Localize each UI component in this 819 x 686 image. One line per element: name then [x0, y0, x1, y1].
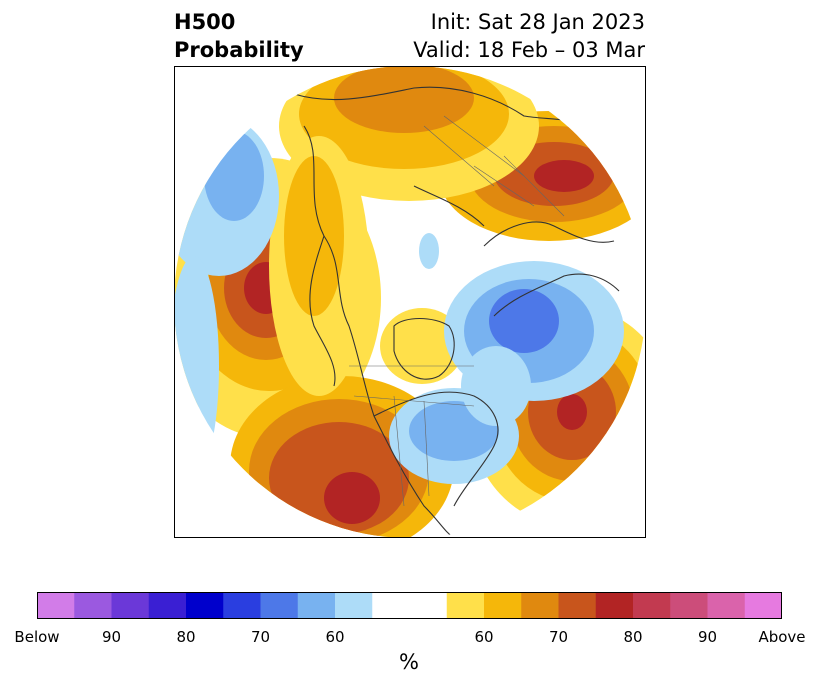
colorbar-tick-label: 80: [176, 628, 196, 646]
colorbar-tick-label: 60: [325, 628, 345, 646]
colorbar-cell: [335, 592, 373, 619]
colorbar-cell: [260, 592, 299, 619]
title-right: Init: Sat 28 Jan 2023 Valid: 18 Feb – 03…: [413, 8, 645, 64]
colorbar-cell: [148, 592, 187, 619]
colorbar-tick-label: 90: [101, 628, 122, 646]
colorbar-cell: [186, 592, 224, 619]
colorbar-tick-label: Below: [14, 628, 60, 646]
map-outlines: [293, 86, 635, 538]
colorbar-cell: [521, 592, 559, 619]
init-date: Init: Sat 28 Jan 2023: [430, 10, 645, 34]
colorbar-cell: [558, 592, 597, 619]
valid-range: Valid: 18 Feb – 03 Mar: [413, 38, 645, 62]
colorbar-cell: [633, 592, 671, 619]
title-left: H500 Probability: [174, 8, 304, 64]
colorbar-cell: [744, 592, 782, 619]
colorbar-cell: [111, 592, 150, 619]
title-product: Probability: [174, 38, 304, 62]
colorbar-tick-label: 70: [548, 628, 569, 646]
colorbar-cell: [409, 592, 448, 619]
colorbar-cell: [74, 592, 112, 619]
colorbar-cell: [446, 592, 485, 619]
colorbar-tick-label: 80: [623, 628, 643, 646]
anomaly-greenland: [380, 308, 464, 384]
colorbar-tick-label: 90: [697, 628, 718, 646]
probability-map: [174, 66, 646, 538]
colorbar-cell: [707, 592, 746, 619]
colorbar-cell: [372, 592, 410, 619]
colorbar-cell: [297, 592, 336, 619]
colorbar-tick-label: 70: [250, 628, 271, 646]
colorbar-cell: [37, 592, 75, 619]
colorbar-tick-label: Above: [758, 628, 806, 646]
colorbar-cell: [595, 592, 634, 619]
anomaly-eastern-siberia: [279, 66, 539, 201]
anomaly-eastern-canada: [389, 346, 531, 484]
title-variable: H500: [174, 10, 236, 34]
colorbar-cell: [484, 592, 522, 619]
colorbar: [37, 592, 782, 619]
colorbar-cell: [223, 592, 261, 619]
colorbar-units: %: [399, 650, 419, 674]
colorbar-cell: [670, 592, 708, 619]
colorbar-tick-label: 60: [474, 628, 494, 646]
